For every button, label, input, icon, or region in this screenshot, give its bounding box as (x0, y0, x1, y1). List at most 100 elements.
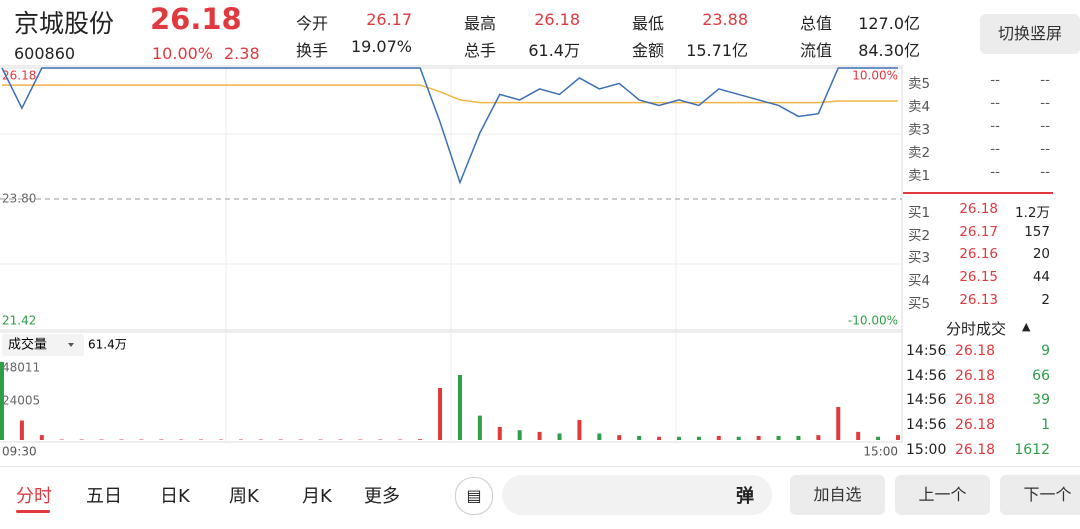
volume-bar (716, 435, 721, 440)
volume-bar (438, 388, 443, 440)
book-price: 26.13 (959, 291, 998, 308)
volume-bar (876, 436, 881, 440)
x-tick-label: 09:30 (2, 445, 37, 459)
code: 600860 (14, 44, 76, 63)
book-volume: 44 (1032, 269, 1050, 286)
y-tick-label: 24005 (2, 394, 40, 408)
book-label: 卖3 (908, 122, 931, 138)
volume-bar (856, 431, 861, 440)
y-tick-label: 23.80 (2, 192, 36, 206)
trade-time: 14:56 (906, 392, 947, 409)
price-line (1, 67, 898, 185)
trade-volume: 39 (1032, 392, 1050, 409)
tab[interactable]: 日K (160, 486, 190, 507)
trade-volume: 9 (1041, 343, 1050, 359)
stat-value: 127.0亿 (858, 14, 920, 33)
stat-label: 金额 (632, 41, 665, 60)
book-price: 26.17 (959, 223, 998, 240)
volume-bar (617, 435, 622, 440)
divider (903, 192, 1053, 194)
trade-volume: 66 (1032, 367, 1050, 384)
volume-bar (557, 433, 562, 440)
stat-value: 26.18 (534, 10, 580, 29)
book-volume: 1.2万 (1015, 205, 1050, 221)
volume-bar (676, 436, 681, 440)
comment-icon[interactable]: ▤ (455, 477, 493, 515)
stat-value: 15.71亿 (686, 41, 748, 60)
toolbar-border (0, 466, 1080, 467)
book-price: 26.18 (959, 201, 998, 217)
volume-bar (418, 439, 423, 440)
volume-bar (537, 431, 542, 440)
volume-bar (696, 436, 701, 440)
tab[interactable]: 周K (229, 486, 259, 507)
tab[interactable]: 五日 (86, 486, 122, 507)
book-volume: 2 (1041, 291, 1050, 308)
stat-value: 84.30亿 (858, 41, 920, 60)
chart: 成交量 61.4万 21.42 23.80 26.18 -10.00% 10.00% 24… (0, 65, 903, 459)
trade-price: 26.18 (955, 441, 996, 458)
book-label: 买2 (908, 227, 931, 244)
book-volume: -- (1040, 141, 1050, 157)
volume-bar (776, 435, 781, 440)
next-button[interactable]: 下一个 (1000, 475, 1080, 515)
trade-time: 15:00 (906, 441, 947, 458)
book-label: 买1 (908, 205, 931, 221)
trade-volume: 1 (1041, 417, 1050, 434)
volume-bar (477, 415, 482, 440)
stat-label: 最高 (464, 14, 497, 33)
tab[interactable]: 月K (302, 486, 332, 507)
price: 26.18 (150, 2, 242, 36)
volume-bar (517, 430, 522, 440)
volume-label: 成交量 (8, 337, 47, 353)
volume-bar (39, 435, 44, 440)
volume-bar (756, 435, 761, 440)
add-watch[interactable]: 加自选 (790, 475, 885, 515)
prev-button[interactable]: 上一个 (895, 475, 990, 515)
stat-label: 总手 (464, 41, 497, 60)
stat-value: 23.88 (702, 10, 748, 29)
input-box[interactable] (502, 475, 772, 515)
trade-time: 14:56 (906, 367, 947, 384)
volume-selector[interactable] (2, 334, 84, 356)
stat-value: 19.07% (350, 37, 412, 56)
volume-total: 61.4万 (88, 338, 127, 352)
volume-bar (816, 435, 821, 440)
tab[interactable]: 分时 (16, 486, 52, 507)
trade-price: 26.18 (955, 343, 996, 359)
book-label: 卖1 (908, 168, 931, 184)
book-price: 26.15 (959, 269, 998, 286)
sort-icon: ▲ (1022, 320, 1031, 333)
volume-bar (896, 435, 900, 440)
book-price: -- (990, 72, 1000, 88)
y-tick-label: 26.18 (2, 69, 36, 83)
book-label: 买4 (908, 273, 931, 290)
volume-bar (637, 435, 642, 440)
trade-time: 14:56 (906, 417, 947, 434)
y-tick-label: 48011 (2, 361, 40, 375)
tab[interactable]: 更多 (364, 486, 400, 507)
y-tick-label: 21.42 (2, 314, 36, 328)
switch-button[interactable]: 切换竖屏 (980, 14, 1080, 54)
book-volume: -- (1040, 72, 1050, 88)
book-price: 26.16 (959, 246, 998, 263)
stat-label: 最低 (632, 14, 665, 33)
stat-value: 61.4万 (528, 41, 580, 60)
volume-bar (457, 375, 462, 440)
book-label: 买3 (908, 250, 931, 267)
volume-bar (796, 435, 801, 440)
change: 2.38 (224, 44, 260, 63)
danmu-toggle[interactable]: 弹 (736, 486, 754, 507)
stat-label: 流值 (800, 41, 833, 60)
stat-label: 换手 (296, 41, 329, 60)
book-price: -- (990, 164, 1000, 180)
volume-bar (497, 427, 502, 440)
volume-bar (736, 436, 741, 440)
book-volume: -- (1040, 164, 1050, 180)
book-price: -- (990, 118, 1000, 134)
volume-bar (836, 407, 841, 440)
price-line (2, 84, 898, 104)
stat-value: 26.17 (366, 10, 412, 29)
stat-label: 今开 (296, 14, 329, 33)
